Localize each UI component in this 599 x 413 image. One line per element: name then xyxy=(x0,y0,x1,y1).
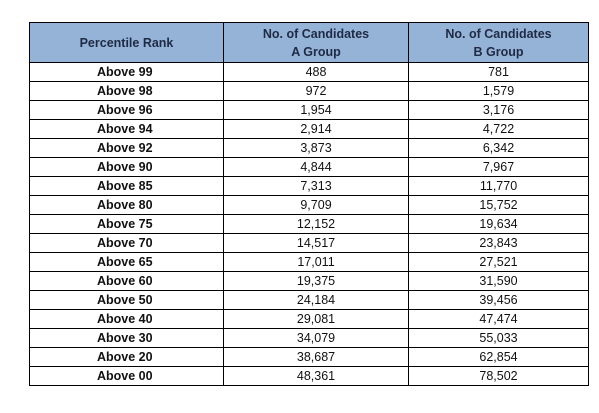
b-group-cell: 19,634 xyxy=(408,214,589,234)
a-group-cell: 7,313 xyxy=(223,176,409,196)
rank-cell: Above 75 xyxy=(29,214,224,234)
table-row: Above 00 48,361 78,502 xyxy=(29,366,589,386)
b-group-cell: 4,722 xyxy=(408,119,589,139)
a-group-cell: 48,361 xyxy=(223,366,409,386)
a-group-cell: 38,687 xyxy=(223,347,409,367)
a-group-cell: 9,709 xyxy=(223,195,409,215)
b-group-cell: 62,854 xyxy=(408,347,589,367)
b-group-cell: 27,521 xyxy=(408,252,589,272)
b-group-cell: 78,502 xyxy=(408,366,589,386)
table-row: Above 92 3,873 6,342 xyxy=(29,138,589,158)
a-group-cell: 3,873 xyxy=(223,138,409,158)
b-group-cell: 6,342 xyxy=(408,138,589,158)
rank-cell: Above 98 xyxy=(29,81,224,101)
a-group-cell: 972 xyxy=(223,81,409,101)
a-group-cell: 34,079 xyxy=(223,328,409,348)
a-group-cell: 488 xyxy=(223,62,409,82)
rank-cell: Above 90 xyxy=(29,157,224,177)
header-a-group: No. of Candidates A Group xyxy=(223,22,409,63)
rank-cell: Above 50 xyxy=(29,290,224,310)
rank-cell: Above 70 xyxy=(29,233,224,253)
a-group-cell: 14,517 xyxy=(223,233,409,253)
b-group-cell: 55,033 xyxy=(408,328,589,348)
table-row: Above 40 29,081 47,474 xyxy=(29,309,589,329)
a-group-cell: 2,914 xyxy=(223,119,409,139)
b-group-cell: 3,176 xyxy=(408,100,589,120)
a-group-cell: 29,081 xyxy=(223,309,409,329)
header-b-group-line2: B Group xyxy=(473,44,524,59)
table-row: Above 80 9,709 15,752 xyxy=(29,195,589,215)
table-row: Above 98 972 1,579 xyxy=(29,81,589,101)
table-row: Above 50 24,184 39,456 xyxy=(29,290,589,310)
b-group-cell: 1,579 xyxy=(408,81,589,101)
table-row: Above 75 12,152 19,634 xyxy=(29,214,589,234)
table-body: Above 99 488 781 Above 98 972 1,579 Above 96 1,… xyxy=(29,62,589,386)
rank-cell: Above 99 xyxy=(29,62,224,82)
table-header-row: Percentile Rank No. of Candidates A Grou… xyxy=(29,22,589,63)
table-row: Above 20 38,687 62,854 xyxy=(29,347,589,367)
b-group-cell: 7,967 xyxy=(408,157,589,177)
b-group-cell: 781 xyxy=(408,62,589,82)
a-group-cell: 12,152 xyxy=(223,214,409,234)
rank-cell: Above 00 xyxy=(29,366,224,386)
table-row: Above 99 488 781 xyxy=(29,62,589,82)
table-row: Above 85 7,313 11,770 xyxy=(29,176,589,196)
a-group-cell: 19,375 xyxy=(223,271,409,291)
rank-cell: Above 92 xyxy=(29,138,224,158)
rank-cell: Above 60 xyxy=(29,271,224,291)
table-row: Above 96 1,954 3,176 xyxy=(29,100,589,120)
rank-cell: Above 40 xyxy=(29,309,224,329)
header-b-group: No. of Candidates B Group xyxy=(408,22,589,63)
rank-cell: Above 30 xyxy=(29,328,224,348)
table-row: Above 90 4,844 7,967 xyxy=(29,157,589,177)
table-row: Above 65 17,011 27,521 xyxy=(29,252,589,272)
header-percentile-rank-label: Percentile Rank xyxy=(79,35,174,50)
percentile-table: Percentile Rank No. of Candidates A Grou… xyxy=(29,22,589,386)
rank-cell: Above 65 xyxy=(29,252,224,272)
table-row: Above 70 14,517 23,843 xyxy=(29,233,589,253)
b-group-cell: 23,843 xyxy=(408,233,589,253)
header-a-group-line2: A Group xyxy=(291,44,341,59)
a-group-cell: 1,954 xyxy=(223,100,409,120)
header-b-group-line1: No. of Candidates xyxy=(445,26,552,41)
a-group-cell: 24,184 xyxy=(223,290,409,310)
b-group-cell: 31,590 xyxy=(408,271,589,291)
b-group-cell: 39,456 xyxy=(408,290,589,310)
rank-cell: Above 85 xyxy=(29,176,224,196)
header-percentile-rank: Percentile Rank xyxy=(29,22,224,63)
percentile-table-container: Percentile Rank No. of Candidates A Grou… xyxy=(29,22,589,386)
table-row: Above 30 34,079 55,033 xyxy=(29,328,589,348)
rank-cell: Above 96 xyxy=(29,100,224,120)
rank-cell: Above 20 xyxy=(29,347,224,367)
a-group-cell: 17,011 xyxy=(223,252,409,272)
header-a-group-line1: No. of Candidates xyxy=(262,26,370,41)
b-group-cell: 11,770 xyxy=(408,176,589,196)
b-group-cell: 47,474 xyxy=(408,309,589,329)
rank-cell: Above 80 xyxy=(29,195,224,215)
table-row: Above 60 19,375 31,590 xyxy=(29,271,589,291)
a-group-cell: 4,844 xyxy=(223,157,409,177)
b-group-cell: 15,752 xyxy=(408,195,589,215)
table-row: Above 94 2,914 4,722 xyxy=(29,119,589,139)
rank-cell: Above 94 xyxy=(29,119,224,139)
